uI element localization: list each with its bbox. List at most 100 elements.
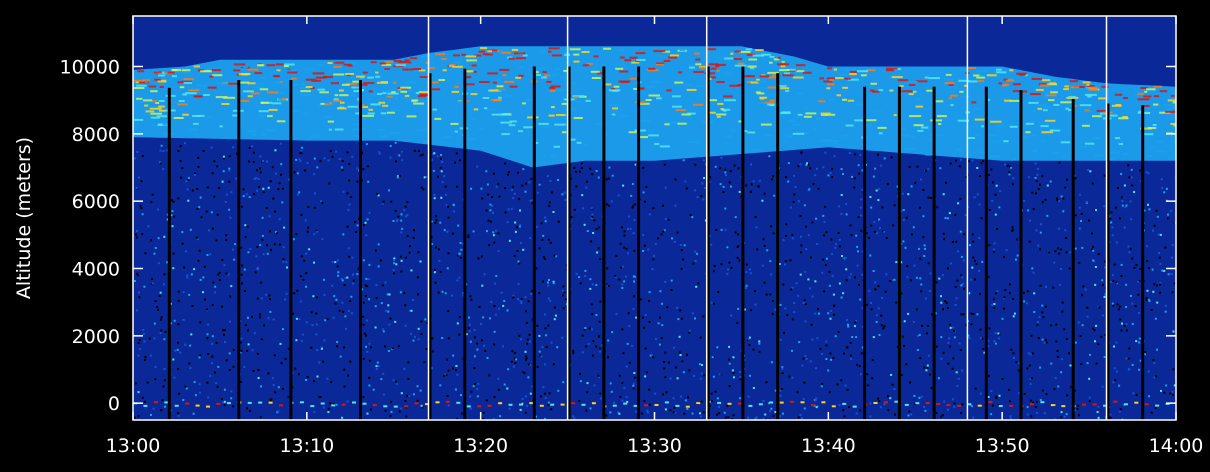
speckle-pixel [493, 282, 496, 285]
speckle-pixel [473, 355, 476, 358]
speckle-pixel [1036, 321, 1039, 324]
speckle-pixel [217, 273, 220, 276]
surface-return-segment [957, 404, 961, 407]
cloud-streak [915, 105, 923, 108]
cloud-streak [188, 89, 200, 92]
speckle-pixel [747, 416, 750, 419]
speckle-pixel [267, 317, 270, 320]
speckle-pixel [401, 159, 404, 162]
speckle-pixel [844, 384, 847, 387]
speckle-pixel [280, 163, 283, 166]
speckle-pixel [506, 387, 509, 390]
x-tick-label: 14:00 [1149, 435, 1204, 457]
speckle-pixel [670, 279, 673, 282]
speckle-pixel [497, 388, 500, 391]
x-axis: 13:00 13:10 13:20 13:30 13:40 13:50 14:00 [106, 16, 1204, 457]
speckle-pixel [924, 297, 927, 300]
surface-return-segment [1009, 404, 1014, 407]
cloud-streak [960, 95, 972, 98]
speckle-pixel [639, 298, 642, 301]
y-axis-title: Altitude (meters) [13, 137, 35, 299]
cloud-streak [792, 132, 805, 135]
speckle-pixel [652, 258, 655, 261]
speckle-pixel [918, 334, 921, 336]
speckle-pixel [200, 216, 203, 219]
cloud-streak [948, 97, 952, 100]
surface-return-segment [1030, 403, 1034, 406]
speckle-pixel [1097, 416, 1100, 419]
speckle-pixel [1023, 291, 1025, 294]
speckle-pixel [202, 150, 205, 152]
speckle-pixel [974, 387, 977, 390]
speckle-pixel [696, 196, 699, 199]
speckle-pixel [1118, 305, 1121, 308]
speckle-pixel [262, 187, 265, 190]
surface-return-segment [539, 404, 544, 407]
cloud-streak [934, 100, 944, 103]
speckle-pixel [153, 337, 156, 340]
speckle-pixel [769, 410, 771, 413]
cloud-streak [159, 86, 164, 88]
cloud-streak [901, 90, 913, 93]
cloud-streak [1150, 146, 1154, 149]
speckle-pixel [393, 257, 396, 260]
speckle-pixel [222, 155, 225, 158]
speckle-pixel [591, 328, 593, 331]
speckle-pixel [1159, 262, 1162, 265]
speckle-pixel [357, 267, 360, 270]
speckle-pixel [946, 307, 949, 309]
speckle-pixel [908, 410, 911, 413]
speckle-pixel [1063, 328, 1066, 331]
speckle-pixel [454, 388, 457, 391]
cloud-streak [849, 70, 858, 73]
speckle-pixel [1125, 283, 1128, 286]
speckle-pixel [753, 290, 756, 293]
speckle-pixel [1171, 243, 1174, 246]
speckle-pixel [643, 244, 646, 247]
cloud-streak [1086, 85, 1095, 88]
speckle-pixel [919, 277, 922, 280]
speckle-pixel [611, 331, 614, 334]
cloud-streak [812, 128, 818, 131]
speckle-pixel [158, 294, 161, 297]
speckle-pixel [1095, 362, 1098, 365]
speckle-pixel [518, 262, 521, 265]
speckle-pixel [366, 412, 369, 415]
speckle-pixel [754, 303, 757, 306]
speckle-pixel [621, 226, 623, 229]
speckle-pixel [394, 320, 397, 323]
speckle-pixel [1031, 191, 1034, 194]
speckle-pixel [1153, 224, 1156, 227]
speckle-pixel [538, 350, 541, 353]
cloud-streak [465, 55, 477, 58]
speckle-pixel [397, 215, 400, 218]
speckle-pixel [540, 355, 543, 358]
speckle-pixel [529, 364, 532, 367]
speckle-pixel [883, 403, 886, 406]
speckle-pixel [1061, 301, 1064, 304]
speckle-pixel [761, 199, 764, 202]
speckle-pixel [437, 175, 440, 178]
cloud-streak [1004, 99, 1012, 102]
speckle-pixel [1127, 357, 1130, 360]
speckle-pixel [492, 211, 494, 214]
speckle-pixel [870, 206, 873, 209]
speckle-pixel [857, 216, 860, 219]
speckle-pixel [633, 249, 636, 252]
speckle-pixel [174, 349, 177, 352]
speckle-pixel [815, 397, 818, 400]
speckle-pixel [993, 250, 995, 253]
speckle-pixel [940, 295, 942, 298]
speckle-pixel [137, 342, 140, 344]
cloud-streak [345, 73, 354, 75]
speckle-pixel [597, 247, 600, 250]
speckle-pixel [469, 295, 472, 298]
speckle-pixel [277, 188, 280, 191]
speckle-pixel [307, 206, 310, 208]
speckle-pixel [157, 309, 160, 311]
speckle-pixel [754, 418, 757, 420]
cloud-streak [352, 80, 360, 83]
speckle-pixel [993, 303, 996, 305]
speckle-pixel [1088, 400, 1091, 403]
